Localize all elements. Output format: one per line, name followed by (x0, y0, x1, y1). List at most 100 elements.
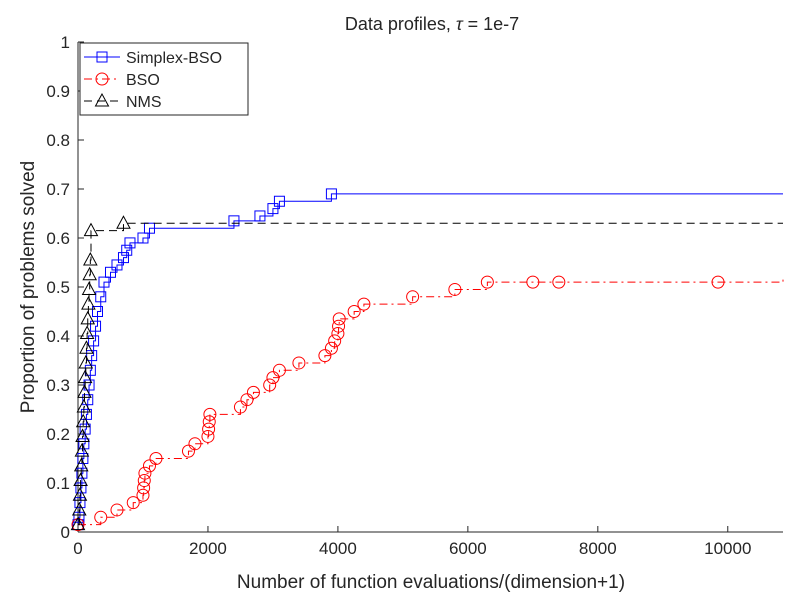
legend: Simplex-BSO BSO NMS (79, 42, 249, 116)
point-nms (78, 354, 94, 369)
point-bso (201, 429, 215, 443)
point-bso (188, 437, 202, 451)
legend-marker-bso (95, 72, 109, 86)
x-tick-label: 0 (73, 539, 82, 558)
point-nms (79, 340, 94, 354)
point-nms (77, 384, 92, 398)
point-simplex-bso (91, 306, 103, 317)
point-bso (137, 481, 151, 495)
x-tick-label: 8000 (579, 539, 617, 558)
point-nms (75, 428, 90, 442)
legend-label-nms: NMS (126, 94, 162, 111)
series-line-nms (78, 222, 783, 526)
y-tick-label: 0.6 (46, 229, 70, 248)
point-bso (331, 327, 345, 341)
y-tick-label: 0.1 (46, 474, 70, 493)
point-simplex-bso (76, 467, 88, 479)
point-simplex-bso (254, 210, 266, 222)
chart-title: Data profiles, τ = 1e-7 (345, 14, 519, 34)
point-nms (70, 516, 86, 531)
point-simplex-bso (95, 291, 107, 303)
point-bso (126, 496, 140, 510)
point-bso (203, 407, 217, 421)
point-nms (77, 369, 93, 384)
point-nms (76, 399, 92, 413)
point-simplex-bso (82, 394, 94, 406)
point-simplex-bso (88, 335, 100, 347)
point-simplex-bso (104, 266, 116, 278)
point-simplex-bso (90, 320, 102, 332)
point-bso (240, 393, 254, 407)
point-simplex-bso (83, 379, 95, 391)
x-tick-label: 6000 (449, 539, 487, 558)
y-tick-label: 0.7 (46, 180, 70, 199)
y-tick-label: 0.8 (46, 131, 70, 150)
point-nms (116, 215, 131, 229)
point-simplex-bso (121, 244, 133, 256)
x-axis-title: Number of function evaluations/(dimensio… (237, 572, 625, 593)
point-nms (73, 457, 89, 472)
y-tick-label: 0.9 (46, 82, 70, 101)
point-nms (79, 325, 95, 340)
legend-label-bso: BSO (126, 72, 160, 89)
point-bso (324, 341, 338, 355)
point-bso (272, 363, 286, 377)
point-simplex-bso (124, 237, 136, 249)
point-bso (332, 319, 346, 333)
x-tick-label: 4000 (319, 539, 357, 558)
legend-label-simplex-bso: Simplex-BSO (126, 50, 222, 67)
plot-area: 0 2000 4000 6000 8000 10000 0 0.1 0.2 0.3 0.4 0.5 0.… (46, 33, 784, 558)
legend-marker-simplex-bso (96, 51, 108, 63)
point-simplex-bso (111, 259, 123, 271)
point-simplex-bso (80, 408, 92, 420)
point-bso (711, 275, 725, 289)
point-nms (80, 310, 96, 325)
point-bso (202, 415, 216, 429)
point-simplex-bso (143, 222, 155, 234)
point-simplex-bso (78, 438, 90, 450)
point-bso (448, 282, 462, 296)
point-bso (94, 510, 108, 524)
point-bso (332, 312, 346, 326)
point-simplex-bso (77, 453, 89, 464)
point-nms (81, 281, 97, 295)
point-bso (347, 305, 361, 318)
point-simplex-bso (267, 203, 279, 215)
point-simplex-bso (228, 215, 240, 227)
point-simplex-bso (273, 195, 285, 207)
point-nms (81, 296, 96, 310)
point-simplex-bso (117, 252, 129, 264)
point-bso (526, 275, 540, 289)
point-bso (246, 385, 260, 399)
point-bso (266, 371, 280, 385)
legend-marker-nms (94, 92, 110, 107)
point-bso (136, 488, 150, 502)
point-bso (181, 444, 195, 458)
y-tick-label: 0.5 (46, 278, 70, 297)
point-bso (292, 356, 306, 370)
point-bso (552, 275, 566, 289)
point-bso (110, 503, 124, 517)
point-simplex-bso (325, 188, 337, 200)
y-tick-label: 0 (61, 523, 70, 542)
point-bso (480, 275, 494, 289)
point-nms (72, 487, 88, 501)
point-nms (82, 266, 98, 281)
y-tick-label: 0.3 (46, 376, 70, 395)
y-axis-title: Proportion of problems solved (18, 161, 39, 413)
point-nms (73, 472, 88, 487)
point-bso (202, 422, 216, 436)
point-bso (357, 297, 371, 311)
point-nms (83, 252, 98, 266)
y-tick-label: 1 (61, 33, 70, 52)
point-simplex-bso (98, 276, 110, 288)
y-tick-label: 0.4 (46, 327, 70, 346)
point-nms (74, 443, 90, 457)
point-bso (137, 474, 151, 488)
point-bso (263, 378, 277, 392)
point-simplex-bso (137, 232, 149, 244)
point-bso (406, 290, 420, 304)
point-bso (138, 466, 152, 480)
